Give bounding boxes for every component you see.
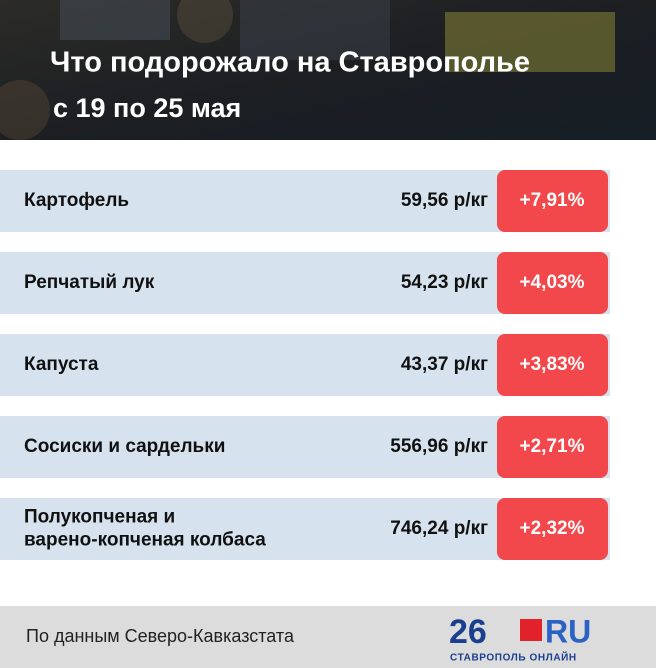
header-overlay <box>0 0 656 140</box>
price: 556,96 р/кг <box>390 436 488 457</box>
change-badge <box>497 170 608 232</box>
photo-shape <box>60 0 170 40</box>
change-badge <box>497 416 608 478</box>
item-name: варено-копченая колбаса <box>24 530 266 551</box>
logo-square <box>520 619 542 641</box>
item-name: Капуста <box>24 354 99 375</box>
title: Что подорожало на Ставрополье <box>50 47 530 79</box>
photo-shape <box>0 80 50 140</box>
change: +4,03% <box>520 272 585 293</box>
source: По данным Северо-Кавказстата <box>26 626 295 646</box>
logo-suffix: RU <box>545 613 591 649</box>
photo-shape <box>177 0 233 43</box>
price: 746,24 р/кг <box>390 518 488 539</box>
logo-number: 26 <box>449 613 487 651</box>
photo-shape <box>240 0 390 60</box>
item-name: Сосиски и сардельки <box>24 436 225 457</box>
change: +3,83% <box>520 354 585 375</box>
item-name: Репчатый лук <box>24 272 155 293</box>
price: 43,37 р/кг <box>401 354 488 375</box>
logo-tagline: СТАВРОПОЛЬ ОНЛАЙН <box>450 651 577 664</box>
change: +7,91% <box>520 190 585 211</box>
photo-shape <box>445 12 615 72</box>
item-name: Картофель <box>24 190 129 211</box>
change: +2,71% <box>520 436 585 457</box>
price: 59,56 р/кг <box>401 190 488 211</box>
subtitle: с 19 по 25 мая <box>53 93 241 123</box>
change-badge <box>497 252 608 314</box>
item-name: Полукопченая и <box>24 507 175 528</box>
footer-background <box>0 606 656 668</box>
change: +2,32% <box>520 518 585 539</box>
price: 54,23 р/кг <box>401 272 488 293</box>
change-badge <box>497 498 608 560</box>
change-badge <box>497 334 608 396</box>
